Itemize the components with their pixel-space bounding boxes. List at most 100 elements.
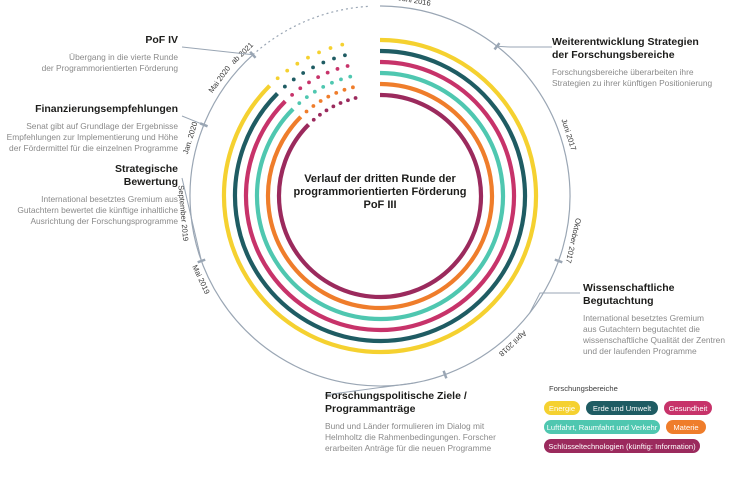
legend-pill bbox=[666, 420, 706, 434]
legend-label: Schlüsseltechnologien (künftig: Informat… bbox=[548, 442, 696, 451]
legend-title: Forschungsbereiche bbox=[549, 384, 618, 393]
rings bbox=[189, 5, 571, 387]
callout-line bbox=[181, 177, 202, 262]
legend-label: Erde und Umwelt bbox=[593, 404, 652, 413]
date-label: Juni 2017 bbox=[559, 118, 578, 152]
step-text: International besetztes Gremium bbox=[583, 313, 704, 323]
ring-dot bbox=[318, 112, 322, 117]
ring-dot bbox=[348, 74, 353, 79]
ring-dot bbox=[321, 84, 326, 89]
ring-dot bbox=[342, 87, 347, 92]
date-label: Jan. 2020 bbox=[181, 121, 199, 156]
ring bbox=[232, 48, 528, 344]
step-text: Gutachtern bewertet die künftige inhaltl… bbox=[17, 205, 178, 215]
step-text: Senat gibt auf Grundlage der Ergebnisse bbox=[26, 121, 178, 131]
ring-dot bbox=[321, 60, 326, 65]
step-text: International besetztes Gremium aus bbox=[41, 194, 178, 204]
center-title: Verlauf der dritten Runde der bbox=[304, 173, 456, 185]
step-title: Wissenschaftliche bbox=[583, 282, 675, 294]
timeline-ring bbox=[189, 5, 571, 387]
step-text: der Fördermittel für die einzelnen Progr… bbox=[9, 143, 178, 153]
date-label: April 2018 bbox=[497, 329, 528, 359]
step-title: Weiterentwicklung Strategien bbox=[552, 36, 699, 48]
step-text: Bund und Länder formulieren im Dialog mi… bbox=[325, 421, 485, 431]
ring-dot bbox=[304, 109, 309, 114]
date-label: Oktober 2017 bbox=[564, 217, 583, 264]
step-title: Bewertung bbox=[124, 176, 178, 188]
step-text: wissenschaftliche Qualität der Zentren bbox=[582, 335, 725, 345]
ring-dot bbox=[339, 77, 343, 82]
ring-dot bbox=[326, 94, 331, 99]
ring-dot bbox=[316, 75, 321, 80]
center-title: programmorientierten Förderung bbox=[294, 186, 467, 198]
ring-dot bbox=[290, 92, 294, 97]
timeline-marker bbox=[554, 258, 563, 264]
ring-dot bbox=[328, 46, 333, 50]
ring-dot bbox=[291, 77, 296, 82]
ring-dot bbox=[345, 64, 350, 68]
callout-line bbox=[181, 115, 205, 126]
step-text: der Programmorientierten Förderung bbox=[42, 63, 179, 73]
ring-dot bbox=[318, 99, 323, 103]
date-label: Juni 2016 bbox=[397, 0, 431, 8]
ring-dot bbox=[331, 104, 336, 109]
step-text: Übergang in die vierte Runde bbox=[69, 52, 178, 62]
ring-dot bbox=[311, 117, 316, 122]
ring-dot bbox=[297, 101, 302, 106]
step-text: Ausrichtung der Forschungsprogramme bbox=[30, 216, 178, 226]
ring-dot bbox=[335, 67, 340, 71]
date-label: Mai 2019 bbox=[190, 263, 211, 295]
step-title: Strategische bbox=[115, 163, 178, 175]
callout-line bbox=[324, 382, 414, 396]
step-text: Forschungsbereiche überarbeiten ihre bbox=[552, 67, 694, 77]
ring-dot bbox=[317, 50, 321, 55]
step-title: Begutachtung bbox=[583, 295, 654, 307]
ring bbox=[276, 92, 484, 300]
legend-label: Energie bbox=[549, 404, 575, 413]
ring-dot bbox=[304, 95, 309, 100]
callout-line bbox=[496, 45, 552, 48]
ring bbox=[254, 70, 506, 322]
legend-label: Materie bbox=[673, 423, 698, 432]
legend-label: Gesundheit bbox=[669, 404, 709, 413]
legend-pill bbox=[544, 420, 660, 434]
legend-pill bbox=[664, 401, 712, 415]
step-title: Forschungspolitische Ziele / bbox=[325, 390, 467, 402]
legend-pill bbox=[544, 401, 580, 415]
ring-dot bbox=[311, 65, 315, 70]
ring-dot bbox=[330, 80, 334, 85]
step-title: Programmanträge bbox=[325, 403, 416, 415]
ring-dot bbox=[275, 76, 280, 81]
ring-dot bbox=[325, 70, 330, 75]
step-text: Helmholtz die Rahmenbedingungen. Forsche… bbox=[325, 432, 496, 442]
step-text: und der laufenden Programme bbox=[583, 346, 697, 356]
timeline-marker bbox=[442, 370, 448, 379]
ring-dot bbox=[285, 68, 290, 73]
legend-label: Luftfahrt, Raumfahrt und Verkehr bbox=[547, 423, 658, 432]
ring bbox=[265, 81, 495, 311]
step-title: PoF IV bbox=[145, 34, 178, 46]
step-title: der Forschungsbereiche bbox=[552, 49, 675, 61]
ring-dot bbox=[353, 96, 358, 100]
ring-dot bbox=[282, 84, 287, 89]
ring-dot bbox=[338, 101, 343, 105]
date-label: September 2019 bbox=[176, 185, 190, 242]
legend-pill bbox=[544, 439, 700, 453]
step-text: aus Gutachtern begutachtet die bbox=[583, 324, 700, 334]
ring-dot bbox=[311, 104, 316, 108]
ring-dot bbox=[324, 108, 329, 113]
callout-line bbox=[529, 292, 580, 314]
ring-dot bbox=[295, 61, 300, 66]
ring-dot bbox=[301, 71, 306, 75]
ring bbox=[243, 59, 517, 333]
timeline-dashed bbox=[252, 5, 371, 56]
ring-dot bbox=[343, 53, 347, 58]
ring-dot bbox=[332, 56, 336, 61]
ring-dot bbox=[346, 98, 350, 103]
ring-dot bbox=[340, 42, 345, 47]
step-text: erarbeiten Anträge für die neuen Program… bbox=[325, 443, 492, 453]
ring-dot bbox=[312, 89, 317, 94]
ring-dot bbox=[307, 80, 311, 85]
ring-dot bbox=[351, 85, 355, 90]
